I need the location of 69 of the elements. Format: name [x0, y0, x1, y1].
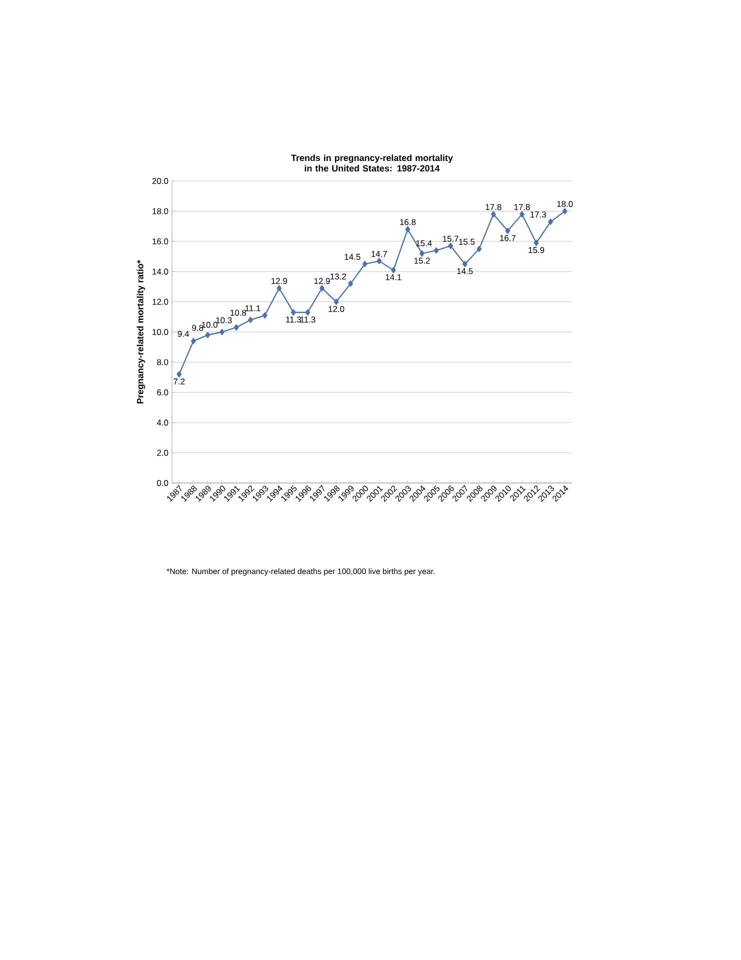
data-label: 15.4: [416, 240, 432, 246]
data-label: 10.3: [216, 317, 232, 324]
y-tick-label: 2.0: [157, 450, 168, 456]
point: [320, 285, 324, 292]
point: [548, 218, 554, 225]
data-label: 15.7: [442, 236, 458, 242]
data-label: 11.3: [300, 316, 316, 323]
chart-title: Trends in pregnancy-related mortality in the United States: 1987-2014: [291, 154, 453, 172]
point: [348, 280, 354, 287]
data-label: 17.8: [486, 204, 502, 210]
data-label: 12.9: [272, 278, 287, 284]
y-tick-label: 18.0: [152, 208, 168, 214]
point: [376, 258, 382, 264]
point: [520, 211, 524, 218]
point: [462, 260, 468, 268]
point: [505, 228, 510, 234]
data-label: 12.9: [314, 278, 330, 284]
data-label: 14.5: [457, 268, 473, 274]
y-tick-label: 16.0: [152, 238, 168, 244]
point: [334, 298, 339, 305]
data-label: 11.1: [245, 305, 260, 312]
data-label: 15.5: [459, 238, 475, 245]
point: [434, 247, 439, 254]
y-tick-label: 20.0: [152, 178, 168, 184]
y-tick-label: 0.0: [157, 480, 168, 486]
data-label: 9.8: [192, 324, 204, 331]
point: [362, 260, 368, 268]
data-label: 13.2: [330, 273, 346, 280]
data-label: 14.5: [344, 254, 360, 260]
point: [276, 285, 282, 292]
data-label: 17.8: [514, 204, 530, 210]
data-label: 7.2: [174, 378, 185, 384]
y-tick-label: 12.0: [152, 298, 168, 305]
point: [490, 211, 496, 218]
data-label: 10.8: [230, 310, 246, 316]
point: [448, 242, 454, 250]
data-label: 10.0: [202, 322, 218, 328]
point: [190, 338, 196, 344]
y-tick-label: 8.0: [157, 359, 168, 366]
point: [476, 246, 482, 252]
data-label: 18.0: [557, 201, 573, 207]
point: [290, 309, 296, 316]
point: [534, 240, 539, 246]
data-label: 15.9: [528, 247, 544, 254]
point: [305, 309, 310, 316]
point: [234, 324, 239, 331]
y-tick-label: 14.0: [152, 268, 168, 275]
data-label: 14.1: [386, 274, 402, 280]
data-label: 15.2: [414, 258, 430, 264]
point: [248, 316, 254, 324]
data-label: 14.7: [372, 250, 387, 257]
y-tick-label: 6.0: [157, 389, 168, 396]
data-label: 16.8: [400, 219, 416, 226]
data-label: 17.3: [530, 212, 546, 218]
point: [390, 266, 396, 274]
data-label: 11.3: [286, 316, 301, 323]
point: [220, 328, 224, 336]
point: [420, 250, 424, 257]
data-label: 12.0: [328, 306, 344, 312]
data-label: 9.4: [178, 330, 189, 337]
point: [262, 312, 268, 318]
point: [562, 208, 568, 214]
y-axis-title: Pregnancy-related mortality ratio*: [136, 260, 146, 404]
data-label: 16.7: [500, 235, 516, 242]
point: [176, 371, 182, 378]
y-tick-label: 10.0: [152, 329, 168, 335]
y-tick-label: 4.0: [156, 420, 168, 426]
point: [405, 226, 410, 232]
point: [205, 332, 210, 338]
